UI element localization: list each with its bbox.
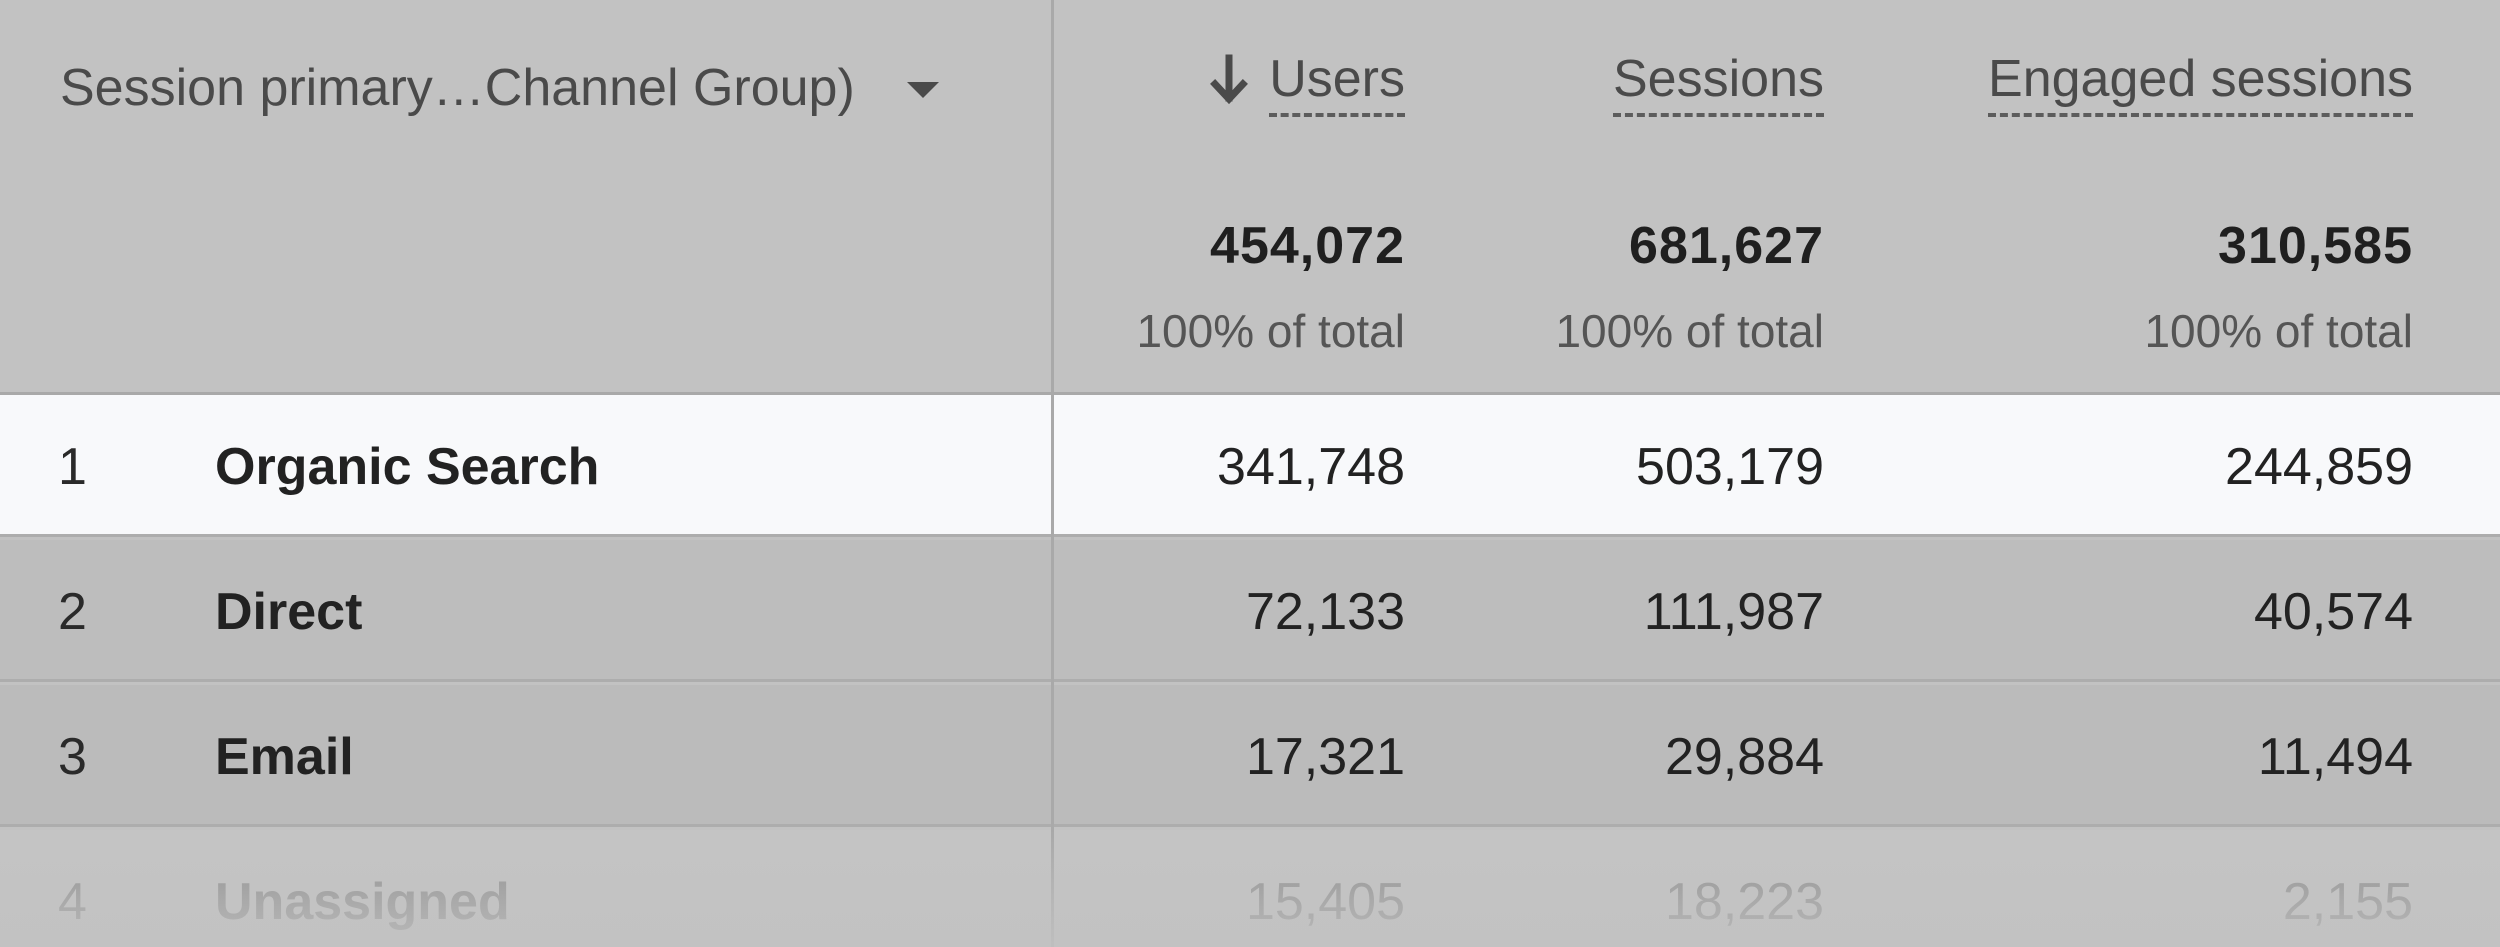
table-row[interactable]: 2 Direct 72,133 111,987 40,574 <box>0 540 2500 682</box>
column-divider <box>1051 0 1054 947</box>
cell-engaged-sessions: 2,155 <box>2282 873 2413 931</box>
row-index: 1 <box>58 438 87 496</box>
table-row[interactable]: 3 Email 17,321 29,884 11,494 <box>0 685 2500 827</box>
column-header-label: Sessions <box>1613 52 1824 117</box>
row-channel-name[interactable]: Direct <box>215 583 363 641</box>
cell-sessions: 111,987 <box>1643 583 1824 641</box>
dimension-selector[interactable]: Session primary…Channel Group) <box>60 58 939 118</box>
row-index: 2 <box>58 583 87 641</box>
row-channel-name[interactable]: Unassigned <box>215 873 510 931</box>
row-channel-name[interactable]: Organic Search <box>215 438 600 496</box>
column-header-label: Users <box>1269 52 1405 117</box>
total-engaged-sessions: 310,585 <box>2218 217 2413 275</box>
cell-users: 17,321 <box>1245 728 1405 786</box>
row-index: 3 <box>58 728 87 786</box>
cell-engaged-sessions: 244,859 <box>2225 438 2413 496</box>
cell-users: 72,133 <box>1245 583 1405 641</box>
dimension-header-label: Session primary…Channel Group) <box>60 59 855 117</box>
caret-down-icon[interactable] <box>906 82 939 98</box>
table-row[interactable]: 1 Organic Search 341,748 503,179 244,859 <box>0 395 2500 537</box>
row-index: 4 <box>58 873 87 931</box>
cell-engaged-sessions: 11,494 <box>2257 728 2413 786</box>
cell-engaged-sessions: 40,574 <box>2253 583 2413 641</box>
total-sessions: 681,627 <box>1629 217 1824 275</box>
cell-users: 341,748 <box>1217 438 1405 496</box>
column-header-users[interactable]: Users <box>1209 52 1405 117</box>
table-row[interactable]: 4 Unassigned 15,405 18,223 2,155 <box>0 830 2500 947</box>
cell-users: 15,405 <box>1245 873 1405 931</box>
row-channel-name[interactable]: Email <box>215 728 354 786</box>
total-users: 454,072 <box>1210 217 1405 275</box>
cell-sessions: 29,884 <box>1664 728 1824 786</box>
column-header-engaged-sessions[interactable]: Engaged sessions <box>1988 52 2413 117</box>
column-header-sessions[interactable]: Sessions <box>1613 52 1824 117</box>
pct-of-total-users: 100% of total <box>1136 305 1405 357</box>
pct-of-total-engaged-sessions: 100% of total <box>2144 305 2413 357</box>
cell-sessions: 18,223 <box>1664 873 1824 931</box>
table-header: Session primary…Channel Group) Users Ses… <box>0 0 2500 395</box>
arrow-down-icon[interactable] <box>1209 54 1249 114</box>
column-header-label: Engaged sessions <box>1988 52 2413 117</box>
cell-sessions: 503,179 <box>1636 438 1824 496</box>
pct-of-total-sessions: 100% of total <box>1555 305 1824 357</box>
